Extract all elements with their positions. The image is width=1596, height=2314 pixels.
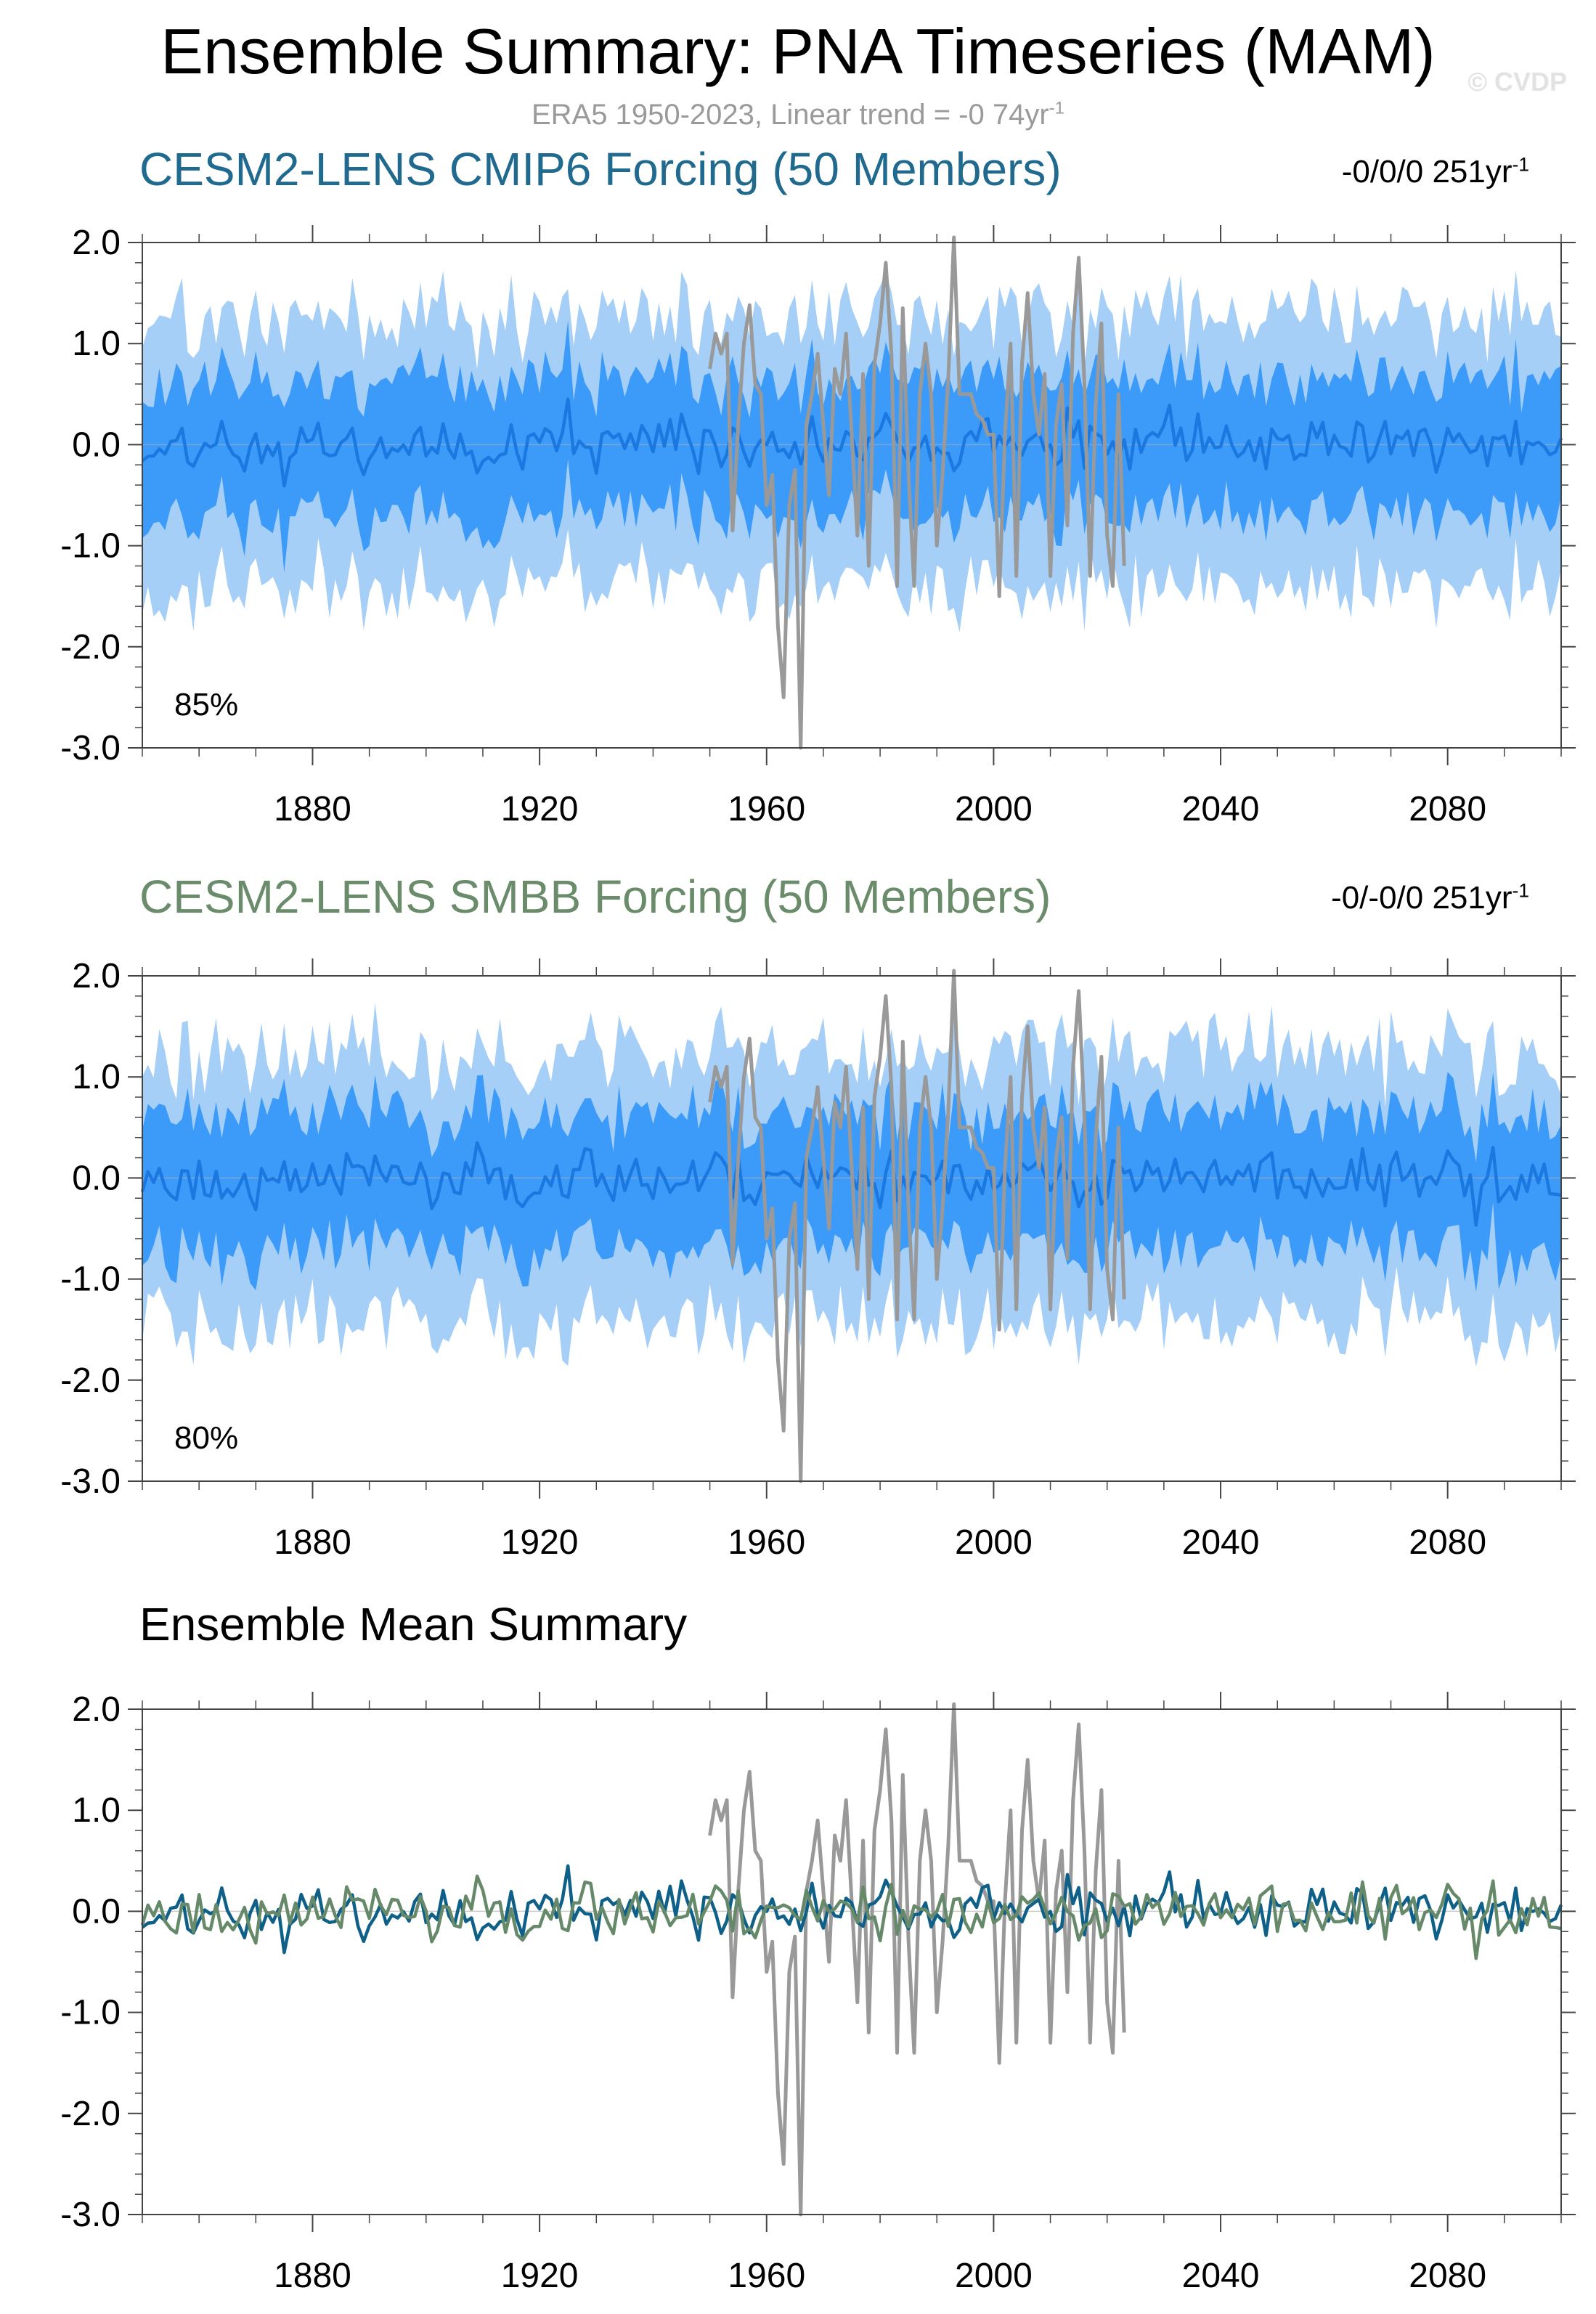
x-tick-label: 1920 <box>501 1523 579 1562</box>
panel-smbb: 80% 2.0 1.0 0.0 -1.0 -2.0 -3.0 1880 1920 1960 2000… <box>60 957 1576 1562</box>
x-tick-label: 2080 <box>1409 790 1486 828</box>
panel-cmip6-title: CESM2-LENS CMIP6 Forcing (50 Members) <box>139 143 1062 195</box>
x-tick-label: 2000 <box>955 790 1033 828</box>
y-tick-label: -1.0 <box>60 527 121 566</box>
cmip6-mean-line <box>141 1864 1563 1955</box>
x-tick-label: 2040 <box>1182 2257 1260 2295</box>
figure-title: Ensemble Summary: PNA Timeseries (MAM) <box>160 15 1436 87</box>
panel-smbb-trend: -0/-0/0 251yr-1 <box>1331 880 1529 916</box>
x-tick-label: 1880 <box>274 2257 351 2295</box>
x-tick-label: 1920 <box>501 790 579 828</box>
y-tick-label: 1.0 <box>72 325 121 363</box>
observations-subtitle: ERA5 1950-2023, Linear trend = -0 74yr-1 <box>0 99 1596 131</box>
y-tick-label: 0.0 <box>72 1159 121 1197</box>
x-tick-label: 2080 <box>1409 1523 1486 1562</box>
panel-cmip6: 85% 2.0 1.0 0.0 -1.0 -2.0 -3.0 1880 1920 1960 2000… <box>60 224 1576 828</box>
x-tick-label: 1880 <box>274 790 351 828</box>
obs-subtitle-text: ERA5 1950-2023, Linear trend = -0 74yr <box>531 99 1049 131</box>
y-tick-label: 1.0 <box>72 1791 121 1830</box>
panel-mean-summary: 2.0 1.0 0.0 -1.0 -2.0 -3.0 1880 1920 1960 2000 204… <box>60 1690 1576 2295</box>
y-tick-label: -3.0 <box>60 729 121 767</box>
plot-frame <box>142 242 1562 749</box>
era5-observations-line <box>708 235 1126 750</box>
y-tick-label: 2.0 <box>72 1690 121 1729</box>
y-tick-label: -1.0 <box>60 1260 121 1299</box>
x-tick-label: 1920 <box>501 2257 579 2295</box>
x-tick-label: 1880 <box>274 1523 351 1562</box>
panel-smbb-trend-text: -0/-0/0 251yr <box>1331 880 1512 916</box>
y-tick-label: -2.0 <box>60 628 121 667</box>
coverage-percent-label: 80% <box>174 1420 238 1456</box>
x-tick-label: 2040 <box>1182 790 1260 828</box>
x-tick-label: 1960 <box>728 1523 805 1562</box>
plot-frame <box>142 1708 1562 2215</box>
y-tick-label: -3.0 <box>60 2196 121 2234</box>
y-tick-label: -3.0 <box>60 1462 121 1501</box>
plot-frame <box>142 975 1562 1482</box>
coverage-percent-label: 85% <box>174 687 238 722</box>
panel-cmip6-trend-text: -0/0/0 251yr <box>1341 154 1512 190</box>
era5-observations-line <box>708 969 1126 1483</box>
y-tick-label: 2.0 <box>72 957 121 995</box>
y-tick-label: 0.0 <box>72 1892 121 1931</box>
panel-cmip6-trend: -0/0/0 251yr-1 <box>1342 154 1529 190</box>
panel-cmip6-trend-exponent: -1 <box>1512 153 1529 176</box>
y-tick-label: -2.0 <box>60 1361 121 1400</box>
smbb-mean-line <box>140 1874 1562 1960</box>
obs-subtitle-exponent: -1 <box>1049 98 1065 118</box>
y-tick-label: -2.0 <box>60 2095 121 2133</box>
panel-mean-summary-title: Ensemble Mean Summary <box>139 1598 688 1650</box>
panel-smbb-trend-exponent: -1 <box>1512 879 1529 902</box>
y-tick-label: 0.0 <box>72 425 121 464</box>
x-tick-label: 2040 <box>1182 1523 1260 1562</box>
plot-area <box>142 1709 1561 2215</box>
x-tick-label: 2000 <box>955 1523 1033 1562</box>
x-tick-label: 1960 <box>728 2257 805 2295</box>
x-tick-label: 2000 <box>955 2257 1033 2295</box>
y-tick-label: -1.0 <box>60 1994 121 2032</box>
x-tick-label: 2080 <box>1409 2257 1486 2295</box>
y-tick-label: 2.0 <box>72 224 121 262</box>
y-tick-label: 1.0 <box>72 1058 121 1096</box>
x-tick-label: 1960 <box>728 790 805 828</box>
panel-smbb-title: CESM2-LENS SMBB Forcing (50 Members) <box>139 871 1051 923</box>
cvdp-watermark: © CVDP <box>1467 67 1567 97</box>
